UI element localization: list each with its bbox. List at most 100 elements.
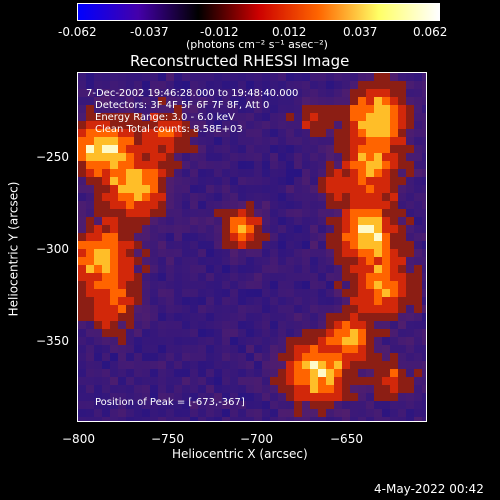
heatmap-cell [174, 417, 182, 421]
heatmap-cell [294, 361, 302, 369]
heatmap-cell [270, 97, 278, 105]
heatmap-cell [334, 105, 342, 113]
heatmap-cell [382, 145, 390, 153]
heatmap-cell [150, 249, 158, 257]
heatmap-cell [342, 129, 350, 137]
heatmap-cell [246, 225, 254, 233]
heatmap-cell [222, 329, 230, 337]
heatmap-cell [302, 305, 310, 313]
heatmap-cell [78, 329, 86, 337]
heatmap-cell [326, 121, 334, 129]
heatmap-cell [254, 233, 262, 241]
heatmap-cell [118, 145, 126, 153]
heatmap-cell [126, 217, 134, 225]
heatmap-cell [310, 345, 318, 353]
heatmap-cell [158, 89, 166, 97]
heatmap-cell [102, 177, 110, 185]
heatmap-cell [294, 185, 302, 193]
heatmap-cell [334, 193, 342, 201]
heatmap-cell [366, 289, 374, 297]
heatmap-cell [310, 225, 318, 233]
heatmap-cell [398, 89, 406, 97]
heatmap-cell [270, 73, 278, 81]
heatmap-cell [86, 273, 94, 281]
heatmap-cell [166, 281, 174, 289]
heatmap-cell [422, 185, 426, 193]
heatmap-cell [310, 281, 318, 289]
heatmap-cell [126, 265, 134, 273]
heatmap-cell [246, 385, 254, 393]
heatmap-cell [110, 185, 118, 193]
heatmap-cell [302, 73, 310, 81]
heatmap-cell [174, 409, 182, 417]
heatmap-cell [334, 201, 342, 209]
heatmap-cell [318, 249, 326, 257]
heatmap-cell [414, 305, 422, 313]
heatmap-cell [318, 321, 326, 329]
heatmap-cell [286, 393, 294, 401]
heatmap-cell [334, 137, 342, 145]
heatmap-cell [214, 81, 222, 89]
heatmap-cell [310, 177, 318, 185]
heatmap-cell [182, 97, 190, 105]
heatmap-cell [302, 217, 310, 225]
heatmap-cell [198, 265, 206, 273]
heatmap-cell [238, 161, 246, 169]
heatmap-cell [214, 377, 222, 385]
heatmap-cell [358, 257, 366, 265]
heatmap-cell [422, 129, 426, 137]
heatmap-cell [254, 353, 262, 361]
heatmap-cell [422, 305, 426, 313]
heatmap-cell [318, 81, 326, 89]
heatmap-cell [118, 305, 126, 313]
heatmap-cell [318, 369, 326, 377]
heatmap-cell [262, 105, 270, 113]
heatmap-cell [246, 313, 254, 321]
heatmap-cell [358, 153, 366, 161]
heatmap-cell [214, 329, 222, 337]
heatmap-cell [254, 97, 262, 105]
heatmap-cell [246, 329, 254, 337]
heatmap-cell [270, 369, 278, 377]
heatmap-cell [262, 313, 270, 321]
heatmap-cell [230, 321, 238, 329]
heatmap-cell [126, 161, 134, 169]
heatmap-cell [182, 241, 190, 249]
heatmap-cell [110, 73, 118, 81]
heatmap-cell [86, 129, 94, 137]
heatmap-cell [214, 313, 222, 321]
y-tick: −350 [36, 334, 69, 348]
heatmap-cell [198, 417, 206, 421]
heatmap-cell [198, 161, 206, 169]
heatmap-cell [342, 305, 350, 313]
heatmap-cell [166, 161, 174, 169]
heatmap-cell [254, 121, 262, 129]
heatmap-cell [134, 377, 142, 385]
heatmap-cell [118, 361, 126, 369]
heatmap-cell [382, 249, 390, 257]
heatmap-cell [326, 265, 334, 273]
heatmap-cell [374, 305, 382, 313]
heatmap-cell [158, 193, 166, 201]
heatmap-cell [222, 417, 230, 421]
heatmap-cell [278, 169, 286, 177]
heatmap-cell [374, 105, 382, 113]
heatmap-cell [246, 209, 254, 217]
heatmap-cell [294, 225, 302, 233]
heatmap-cell [134, 121, 142, 129]
heatmap-cell [78, 97, 86, 105]
heatmap-cell [406, 393, 414, 401]
heatmap-cell [382, 209, 390, 217]
heatmap-cell [142, 281, 150, 289]
heatmap-cell [222, 217, 230, 225]
heatmap-cell [358, 313, 366, 321]
heatmap-cell [230, 97, 238, 105]
heatmap-cell [94, 161, 102, 169]
heatmap-cell [390, 401, 398, 409]
heatmap-cell [342, 257, 350, 265]
heatmap-cell [414, 185, 422, 193]
heatmap-cell [286, 329, 294, 337]
heatmap-cell [374, 73, 382, 81]
heatmap-cell [358, 265, 366, 273]
heatmap-cell [150, 225, 158, 233]
